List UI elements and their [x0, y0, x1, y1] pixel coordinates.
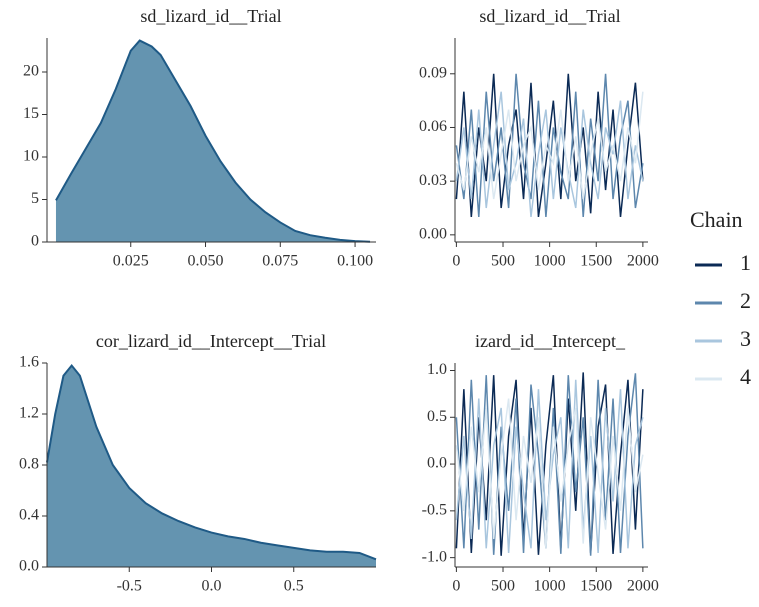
- y-tick-label: 1.6: [19, 354, 39, 371]
- trace-line: [455, 91, 644, 200]
- panel-title: sd_lizard_id__Trial: [140, 6, 281, 26]
- y-tick-label: 0: [31, 233, 39, 250]
- x-tick-label: 1000: [534, 253, 566, 270]
- x-tick-label: 0.050: [188, 253, 224, 270]
- y-tick-label: 0.4: [19, 507, 39, 524]
- x-tick-label: 0: [452, 253, 460, 270]
- y-tick-label: 0.0: [19, 558, 39, 575]
- y-tick-label: 0.00: [419, 226, 447, 243]
- x-tick-label: 0: [452, 578, 460, 595]
- y-tick-label: 1.0: [427, 361, 447, 378]
- density-area: [47, 365, 376, 567]
- x-tick-label: 1000: [534, 578, 566, 595]
- y-tick-label: 1.2: [19, 405, 39, 422]
- x-tick-label: -0.5: [117, 578, 142, 595]
- x-tick-label: 0.100: [337, 253, 373, 270]
- legend-title: Chain: [690, 207, 743, 232]
- y-tick-label: 0.0: [427, 455, 447, 472]
- x-tick-label: 0.5: [284, 578, 304, 595]
- y-tick-label: 0.09: [419, 64, 447, 81]
- density-line: [46, 363, 377, 561]
- panel-title: izard_id__Intercept_: [475, 331, 626, 351]
- legend-label: 2: [740, 288, 751, 313]
- trace-line: [455, 372, 644, 556]
- x-tick-label: 2000: [627, 578, 659, 595]
- x-tick-label: 2000: [627, 253, 659, 270]
- y-tick-label: 0.5: [427, 408, 447, 425]
- density-line: [55, 39, 371, 243]
- y-tick-label: 15: [23, 105, 39, 122]
- panel-title: cor_lizard_id__Intercept__Trial: [96, 331, 326, 351]
- density-area: [55, 40, 371, 242]
- x-tick-label: 0.0: [202, 578, 222, 595]
- legend-label: 1: [740, 250, 751, 275]
- y-tick-label: 20: [23, 63, 39, 80]
- x-tick-label: 0.075: [262, 253, 298, 270]
- y-tick-label: 0.03: [419, 172, 447, 189]
- y-tick-label: -1.0: [422, 548, 447, 565]
- x-tick-label: 500: [491, 253, 515, 270]
- legend-label: 3: [740, 326, 751, 351]
- panel-title: sd_lizard_id__Trial: [479, 6, 620, 26]
- trace-line: [455, 398, 644, 549]
- y-tick-label: 0.8: [19, 456, 39, 473]
- y-tick-label: 0.06: [419, 118, 447, 135]
- y-tick-label: 10: [23, 148, 39, 165]
- y-tick-label: -0.5: [422, 502, 447, 519]
- x-tick-label: 1500: [580, 253, 612, 270]
- trace-line: [455, 73, 644, 218]
- x-tick-label: 500: [491, 578, 515, 595]
- legend-label: 4: [740, 364, 751, 389]
- x-tick-label: 0.025: [113, 253, 149, 270]
- trace-line: [455, 73, 644, 218]
- x-tick-label: 1500: [580, 578, 612, 595]
- y-tick-label: 5: [31, 190, 39, 207]
